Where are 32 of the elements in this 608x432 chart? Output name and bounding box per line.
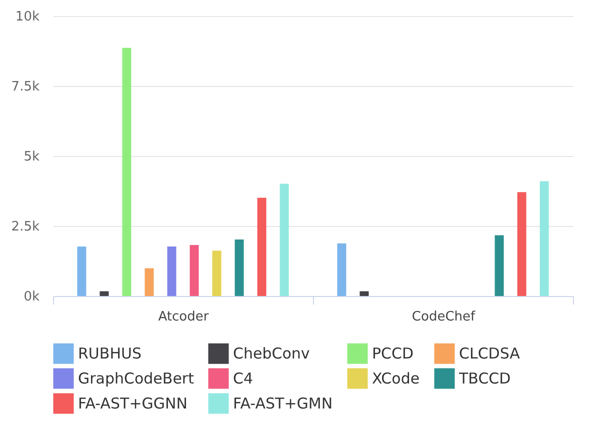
legend-label: FA-AST+GGNN [78,394,188,412]
legend-label: PCCD [372,344,414,363]
bar [360,291,369,296]
y-tick-label: 5k [24,150,40,164]
bar [100,291,109,296]
bar [167,246,176,296]
y-tick-label: 7.5k [11,80,40,94]
bar [517,192,526,296]
legend-label: FA-AST+GMN [233,394,333,412]
x-tick-label: CodeChef [412,310,476,324]
y-tick-label: 2.5k [11,220,40,234]
legend-label: C4 [233,370,254,388]
bar [337,243,346,296]
bar [540,181,549,296]
legend-label: ChebConv [233,344,310,363]
bar [494,235,504,296]
legend-label: TBCCD [458,370,511,388]
bar [77,246,86,296]
legend-label: GraphCodeBert [78,370,194,388]
bar [212,250,222,296]
legend-label: RUBHUS [78,344,142,363]
y-tick-label: 10k [15,10,40,24]
bar [280,184,289,296]
bar [234,239,244,296]
bar [190,245,199,296]
x-tick-label: Atcoder [158,310,210,324]
y-tick-label: 0k [24,290,40,304]
bar [257,198,266,296]
bar [144,268,154,296]
bar [122,48,132,296]
legend-label: XCode [372,370,420,388]
legend-label: CLCDSA [459,344,521,363]
